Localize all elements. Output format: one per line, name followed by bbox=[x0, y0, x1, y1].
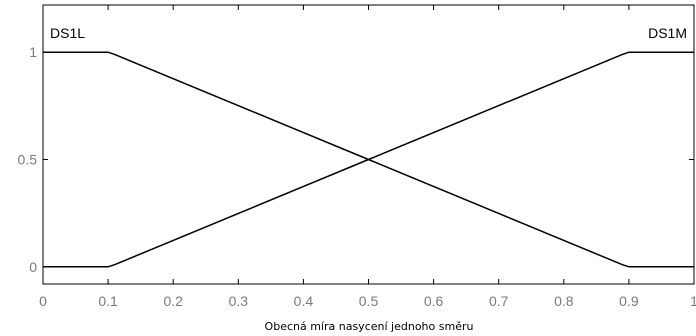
plot-area bbox=[42, 4, 695, 285]
x-tick-label: 0.5 bbox=[359, 293, 379, 309]
x-tick-label: 0.4 bbox=[294, 293, 314, 309]
y-tick-labels: 00.51 bbox=[18, 44, 38, 275]
x-axis-title: Obecná míra nasycení jednoho směru bbox=[265, 320, 474, 333]
y-tick-label: 1 bbox=[29, 44, 37, 60]
x-tick-label: 0.2 bbox=[163, 293, 183, 309]
curve-ds1m bbox=[43, 51, 694, 268]
x-tick-label: 0.1 bbox=[98, 293, 118, 309]
membership-curves bbox=[43, 51, 694, 268]
label-ds1l: DS1L bbox=[50, 25, 85, 41]
y-tick-label: 0.5 bbox=[18, 152, 38, 168]
x-tick-label: 0 bbox=[39, 293, 47, 309]
x-tick-label: 0.8 bbox=[554, 293, 574, 309]
x-tick-labels: 0 0.1 0.2 0.3 0.4 0.5 0.6 0.7 0.8 0.9 1 bbox=[39, 293, 696, 309]
y-tick-label: 0 bbox=[29, 259, 37, 275]
x-tick-label: 0.3 bbox=[229, 293, 249, 309]
label-ds1m: DS1M bbox=[648, 25, 687, 41]
membership-labels: DS1L DS1M bbox=[50, 25, 687, 41]
x-tick-label: 1 bbox=[690, 293, 696, 309]
x-tick-label: 0.9 bbox=[619, 293, 639, 309]
x-tick-label: 0.7 bbox=[489, 293, 509, 309]
x-tick-label: 0.6 bbox=[424, 293, 444, 309]
